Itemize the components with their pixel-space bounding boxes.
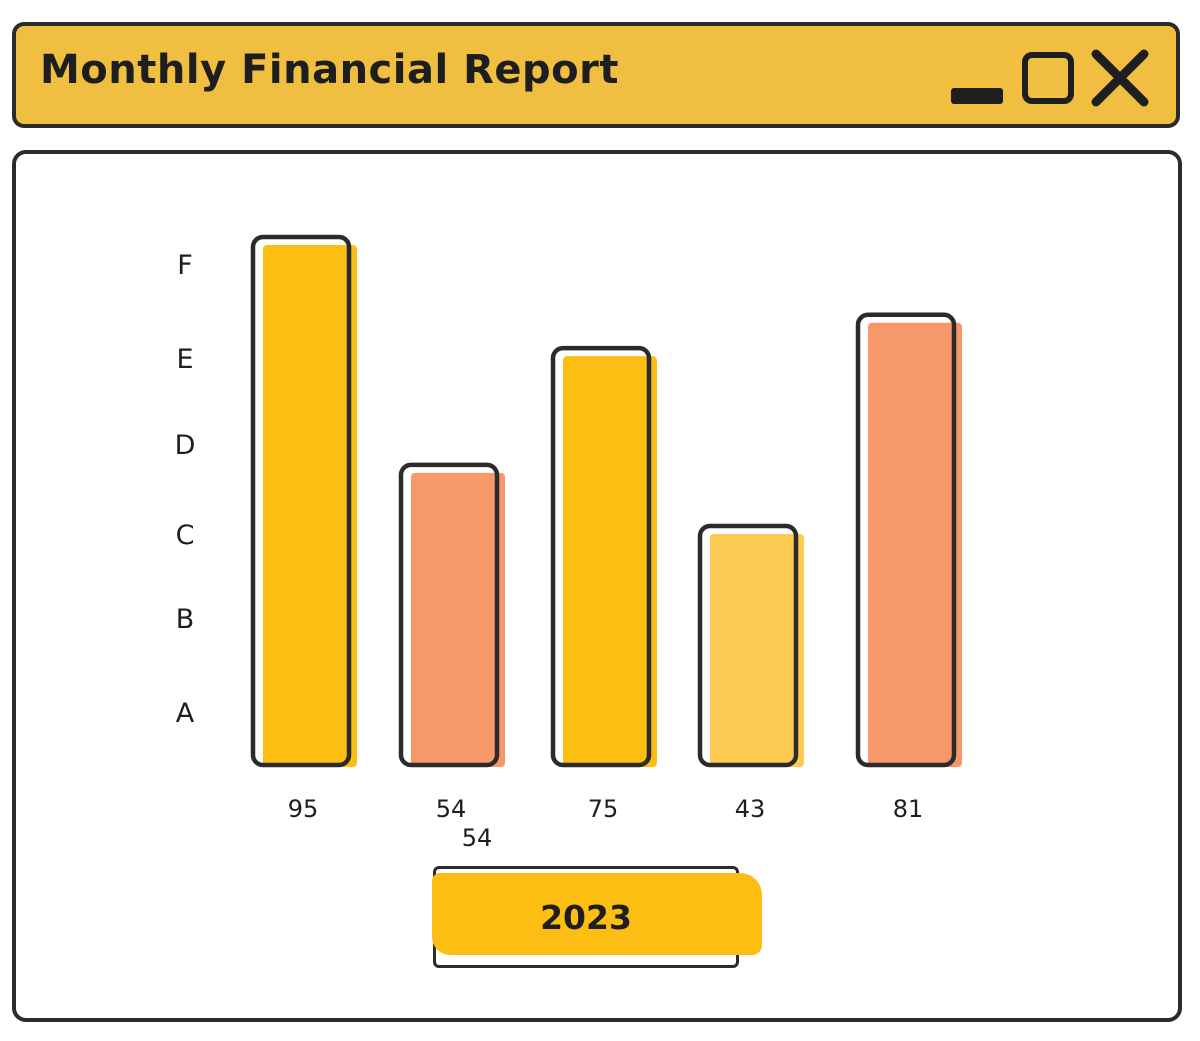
bar-2: [398, 462, 500, 768]
minimize-icon[interactable]: [951, 88, 1003, 104]
maximize-icon[interactable]: [1022, 52, 1074, 104]
bar-3: [550, 345, 652, 768]
y-axis: A B C D E F: [175, 250, 196, 729]
window-title: Monthly Financial Report: [40, 47, 619, 93]
bar-5: [855, 312, 957, 768]
y-tick-label-f: F: [177, 250, 193, 281]
bar-4: [697, 523, 799, 768]
bars: [250, 234, 962, 768]
x-axis: 95 54 75 43 81 54: [288, 795, 924, 852]
x-tick-label-4: 43: [735, 795, 766, 823]
bar-fill-3: [563, 356, 657, 767]
y-tick-label-c: C: [176, 520, 195, 551]
y-tick-label-a: A: [176, 698, 195, 729]
year-button-fill: [432, 873, 762, 955]
bar-fill-2: [411, 472, 505, 767]
bar-1: [250, 234, 352, 768]
y-tick-label-b: B: [176, 604, 195, 635]
y-tick-label-e: E: [176, 344, 193, 375]
bar-fill-1: [263, 245, 357, 767]
close-icon[interactable]: [1088, 46, 1152, 110]
extra-label: 54: [462, 824, 493, 852]
x-tick-label-5: 81: [893, 795, 924, 823]
bar-fill-5: [868, 322, 962, 767]
y-tick-label-d: D: [175, 430, 196, 461]
title-bar: Monthly Financial Report: [12, 22, 1180, 128]
year-button-label: 2023: [540, 897, 632, 937]
year-button[interactable]: 2023: [432, 866, 762, 968]
x-tick-label-2: 54: [436, 795, 467, 823]
bar-fill-4: [710, 534, 804, 767]
x-tick-label-1: 95: [288, 795, 319, 823]
x-tick-label-3: 75: [588, 795, 619, 823]
